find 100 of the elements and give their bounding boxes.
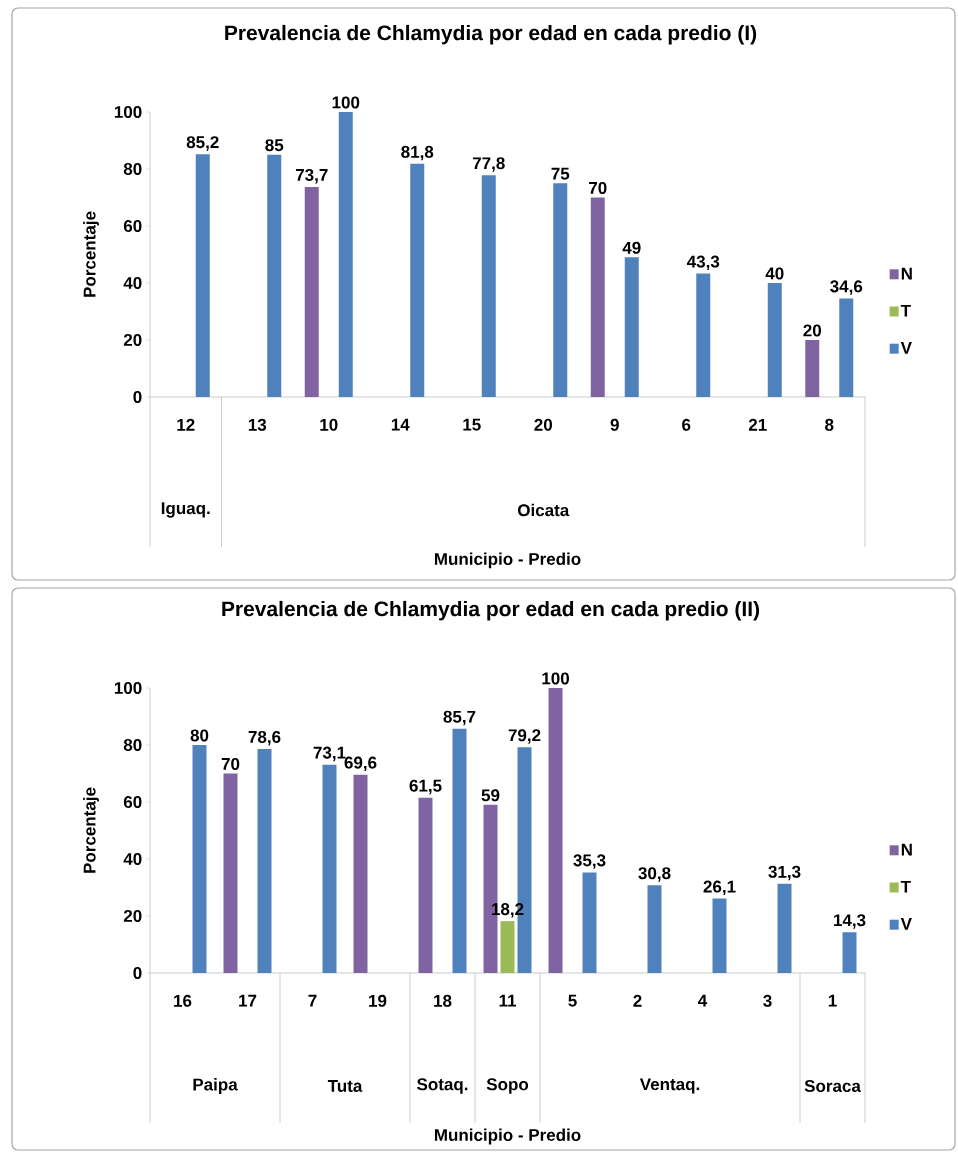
x-tick-label: 5 [568, 994, 577, 1007]
data-label: 20 [803, 324, 821, 337]
data-label: 70 [589, 181, 607, 194]
data-label: 34,6 [830, 280, 863, 295]
y-tick-label: 60 [123, 219, 142, 233]
bar [267, 154, 282, 397]
legend-label: T [900, 880, 911, 893]
chart-title: Prevalencia de Chlamydia por edad en cada predio (I) [225, 24, 757, 45]
y-tick-label: 20 [123, 909, 142, 923]
bar [590, 197, 605, 397]
x-tick-label: 19 [369, 994, 387, 1007]
data-label: 26,1 [703, 880, 736, 896]
data-label: 35,3 [573, 854, 606, 869]
bar [418, 797, 433, 973]
text: Soraca [804, 1079, 861, 1093]
legend-label: T [900, 304, 911, 317]
y-tick-label: 40 [123, 276, 142, 290]
bar [767, 282, 782, 397]
data-label: 80 [190, 729, 209, 742]
text: Sopo [486, 1078, 529, 1094]
bar [696, 273, 711, 397]
data-label: 75 [551, 167, 570, 180]
data-label: 73,7 [295, 168, 328, 184]
text: Ventaq. [639, 1078, 700, 1094]
x-tick-label: 9 [610, 418, 619, 431]
data-label: 43,3 [686, 255, 720, 271]
y-axis-title: Porcentaje [83, 211, 99, 297]
y-tick-label: 0 [133, 390, 142, 404]
data-label: 85,7 [443, 710, 476, 726]
bar [192, 745, 207, 973]
x-axis-title: Municipio - Predio [434, 552, 581, 569]
data-label: 49 [622, 241, 641, 254]
x-tick-label: 10 [320, 418, 338, 431]
bar [805, 339, 820, 397]
text: Tuta [327, 1080, 363, 1092]
y-tick-label: 60 [123, 795, 142, 809]
y-tick-label: 80 [123, 162, 142, 176]
bar [410, 163, 425, 397]
x-tick-label: 11 [499, 994, 517, 1007]
x-tick-label: 17 [239, 994, 257, 1007]
data-label: 31,3 [768, 865, 801, 881]
data-label: 30,8 [638, 867, 671, 882]
data-label: 59 [481, 789, 500, 802]
data-label: 40 [765, 267, 784, 280]
data-label: 79,2 [508, 729, 541, 744]
x-tick-label: 15 [463, 418, 481, 431]
bar [548, 687, 563, 973]
bar [839, 298, 854, 397]
text: Iguaq. [161, 502, 210, 518]
legend-label: N [901, 843, 912, 856]
bar [304, 186, 319, 397]
bar [338, 111, 353, 397]
text: Oicata [517, 503, 570, 517]
x-tick-label: 8 [825, 418, 834, 431]
bar [481, 175, 496, 397]
y-tick-label: 100 [114, 105, 142, 119]
text: Sotaq. [417, 1078, 468, 1094]
bar [842, 932, 857, 973]
text: Paipa [193, 1078, 238, 1094]
data-label: 100 [332, 96, 360, 109]
y-tick-label: 40 [123, 852, 142, 866]
x-tick-label: 12 [177, 418, 195, 431]
y-tick-label: 0 [133, 966, 142, 980]
bar [322, 764, 337, 973]
bar [553, 183, 568, 397]
x-tick-label: 16 [174, 994, 192, 1007]
data-label: 100 [542, 672, 569, 685]
x-tick-label: 4 [698, 994, 708, 1007]
chart-title: Prevalencia de Chlamydia por edad en cada predio (II) [222, 600, 760, 621]
data-label: 85 [265, 139, 284, 152]
x-axis-title: Municipio - Predio [434, 1128, 581, 1145]
data-label: 73,1 [313, 746, 346, 762]
x-tick-label: 14 [391, 418, 410, 431]
legend-label: N [901, 267, 912, 280]
bar [257, 748, 272, 973]
bar [647, 885, 662, 973]
bar [777, 883, 792, 973]
data-label: 14,3 [834, 914, 866, 929]
x-tick-label: 20 [534, 418, 552, 431]
x-tick-label: 21 [748, 418, 767, 431]
data-label: 81,8 [401, 145, 434, 161]
bar [500, 921, 515, 973]
x-tick-label: 6 [682, 418, 691, 431]
data-label: 70 [221, 757, 240, 770]
legend-label: V [900, 342, 912, 354]
bar [624, 257, 639, 397]
x-tick-label: 2 [633, 994, 642, 1007]
bar [353, 774, 368, 973]
bar [195, 154, 210, 397]
y-tick-label: 80 [123, 738, 142, 752]
y-axis-title: Porcentaje [83, 787, 99, 873]
data-label: 77,8 [472, 157, 505, 172]
data-label: 69,6 [344, 756, 377, 772]
x-tick-label: 1 [828, 994, 837, 1007]
data-label: 78,6 [248, 730, 281, 746]
y-tick-label: 100 [114, 681, 142, 695]
bar [712, 898, 727, 973]
x-tick-label: 7 [308, 994, 317, 1007]
legend-label: V [900, 918, 912, 930]
bar [452, 728, 467, 973]
